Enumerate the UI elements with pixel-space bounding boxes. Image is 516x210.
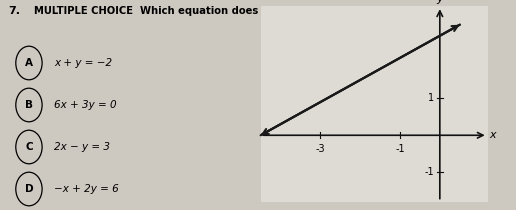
Text: 1: 1 xyxy=(428,93,434,103)
Text: B: B xyxy=(25,100,33,110)
Text: -1: -1 xyxy=(424,167,434,177)
Text: x: x xyxy=(490,130,496,140)
Text: A: A xyxy=(25,58,33,68)
Text: 6x + 3y = 0: 6x + 3y = 0 xyxy=(54,100,117,110)
Text: MULTIPLE CHOICE  Which equation does the graph represent?: MULTIPLE CHOICE Which equation does the … xyxy=(34,6,382,16)
Text: −x + 2y = 6: −x + 2y = 6 xyxy=(54,184,119,194)
Text: x + y = −2: x + y = −2 xyxy=(54,58,112,68)
Text: -3: -3 xyxy=(315,144,325,155)
Text: 7.: 7. xyxy=(8,6,20,16)
Text: D: D xyxy=(25,184,33,194)
Text: 2x − y = 3: 2x − y = 3 xyxy=(54,142,110,152)
Text: C: C xyxy=(25,142,33,152)
Text: y: y xyxy=(437,0,443,4)
Text: -1: -1 xyxy=(395,144,405,155)
